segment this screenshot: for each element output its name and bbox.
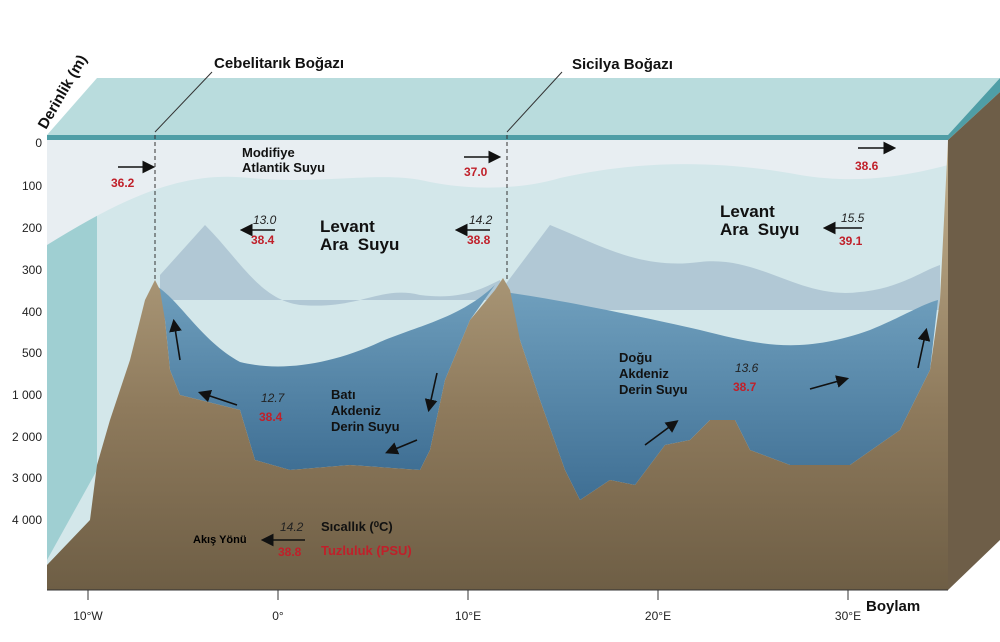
x-tick-label: 0° xyxy=(272,609,284,623)
temperature: 15.5 xyxy=(841,211,865,225)
water-mass: Doğu xyxy=(619,350,652,365)
strait-label: Cebelitarık Boğazı xyxy=(214,55,344,72)
seabed xyxy=(47,140,948,590)
depth-tick-label: 2 000 xyxy=(12,430,42,444)
legend-temperature-label: Sıcallık (⁰C) xyxy=(321,519,393,534)
water-mass: Atlantik Suyu xyxy=(242,160,325,175)
leader-line xyxy=(154,71,213,133)
x-tick-label: 20°E xyxy=(645,609,671,623)
x-tick-label: 10°W xyxy=(73,609,103,623)
right-face xyxy=(948,92,1000,590)
flow-arrows xyxy=(118,141,931,547)
arrow xyxy=(197,389,238,406)
legend-salinity-label: Tuzluluk (PSU) xyxy=(321,543,412,558)
water-mass: Ara Suyu xyxy=(320,235,399,254)
salinity: 36.2 xyxy=(111,176,135,190)
levant-east xyxy=(505,225,940,310)
water-mass: Akdeniz xyxy=(619,366,669,381)
sea-surface xyxy=(47,78,1000,135)
atlantic-water xyxy=(47,140,948,245)
water-mass: Derin Suyu xyxy=(331,419,400,434)
x-axis-label: Boylam xyxy=(866,598,920,615)
depth-tick-label: 400 xyxy=(22,305,42,319)
salinity: 38.4 xyxy=(259,410,283,424)
strait-label: Sicilya Boğazı xyxy=(572,56,673,73)
depth-tick-label: 4 000 xyxy=(12,513,42,527)
water-mass: Derin Suyu xyxy=(619,382,688,397)
depth-tick-label: 1 000 xyxy=(12,388,42,402)
depth-tick-label: 0 xyxy=(35,136,42,150)
water-mass: Levant xyxy=(320,217,375,236)
depth-tick-label: 3 000 xyxy=(12,471,42,485)
temperature: 13.6 xyxy=(735,361,759,375)
depth-tick-label: 300 xyxy=(22,263,42,277)
arrow xyxy=(809,375,850,390)
arrow xyxy=(644,420,679,446)
legend-salinity: 38.8 xyxy=(278,545,302,559)
salinity: 39.1 xyxy=(839,234,863,248)
x-tick-label: 30°E xyxy=(835,609,861,623)
water-mass: Levant xyxy=(720,202,775,221)
depth-tick-label: 200 xyxy=(22,221,42,235)
legend-flow: Akış Yönü xyxy=(193,534,247,546)
legend-temperature: 14.2 xyxy=(280,520,304,534)
temperature: 14.2 xyxy=(469,213,493,227)
salinity: 38.7 xyxy=(733,380,757,394)
salinity: 38.6 xyxy=(855,159,879,173)
arrow xyxy=(424,372,438,413)
water-mass: Ara Suyu xyxy=(720,220,799,239)
depth-tick-label: 100 xyxy=(22,179,42,193)
west-deep-water xyxy=(155,285,495,470)
arrow xyxy=(385,439,418,455)
depth-tick-label: 500 xyxy=(22,346,42,360)
east-deep-water xyxy=(505,292,938,500)
left-face xyxy=(47,140,97,560)
block xyxy=(47,71,1000,591)
temperature: 12.7 xyxy=(261,391,286,405)
arrow xyxy=(169,318,182,361)
arrow xyxy=(917,327,931,369)
x-tick-label: 10°E xyxy=(455,609,481,623)
temperature: 13.0 xyxy=(253,213,277,227)
salinity: 38.4 xyxy=(251,233,275,247)
leader-line xyxy=(506,71,563,133)
water-mass: Modifiye xyxy=(242,145,295,160)
water-mass: Akdeniz xyxy=(331,403,381,418)
salinity: 37.0 xyxy=(464,165,488,179)
water-mass: Batı xyxy=(331,387,356,402)
salinity: 38.8 xyxy=(467,233,491,247)
ticks: 0 100 200 300 400 500 1 000 2 000 3 000 4 000 10°W… xyxy=(12,136,861,623)
levant-west xyxy=(160,225,505,306)
